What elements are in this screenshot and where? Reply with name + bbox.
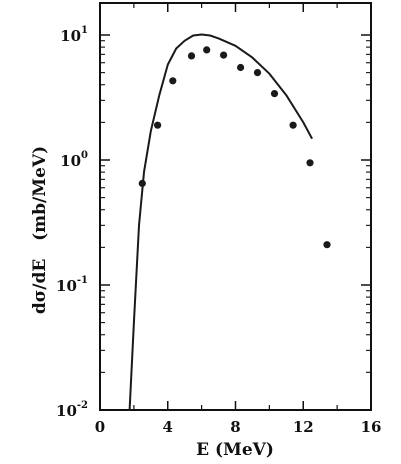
- y-tick-label: 100: [60, 150, 88, 170]
- x-tick-label: 4: [163, 418, 173, 436]
- x-tick-label: 16: [361, 418, 382, 436]
- data-point: [154, 121, 162, 129]
- data-point: [306, 159, 314, 167]
- data-point: [220, 51, 228, 59]
- y-tick-base: 10: [56, 402, 77, 420]
- axis-ticks: [99, 3, 372, 411]
- y-tick-base: 10: [60, 152, 81, 170]
- data-point: [169, 77, 177, 85]
- x-tick-label: 12: [293, 418, 314, 436]
- data-points-group: [138, 46, 331, 249]
- data-point: [270, 90, 279, 98]
- y-axis-label: dσ/dE (mb/MeV): [30, 146, 50, 314]
- data-point: [253, 69, 262, 77]
- data-point: [323, 241, 331, 249]
- data-point: [289, 121, 297, 129]
- x-axis-label: E (MeV): [196, 440, 274, 460]
- y-tick-exponent: 1: [81, 25, 88, 36]
- y-tick-label: 101: [60, 25, 88, 45]
- y-tick-exponent: -2: [77, 400, 88, 411]
- x-tick-labels: 0 4 8 12 16: [95, 418, 382, 436]
- data-point: [203, 46, 211, 54]
- y-tick-exponent: 0: [81, 150, 88, 161]
- y-tick-label: 10-1: [56, 275, 88, 295]
- theory-curve-group: [128, 33, 313, 411]
- data-point: [138, 179, 146, 187]
- y-tick-label: 10-2: [56, 400, 88, 420]
- y-tick-exponent: -1: [77, 275, 88, 286]
- x-tick-label: 0: [95, 418, 105, 436]
- data-point: [187, 52, 196, 60]
- y-tick-base: 10: [60, 27, 81, 45]
- theory-curve: [128, 33, 313, 411]
- x-tick-label: 8: [230, 418, 240, 436]
- data-point: [237, 63, 245, 72]
- y-tick-base: 10: [56, 277, 77, 295]
